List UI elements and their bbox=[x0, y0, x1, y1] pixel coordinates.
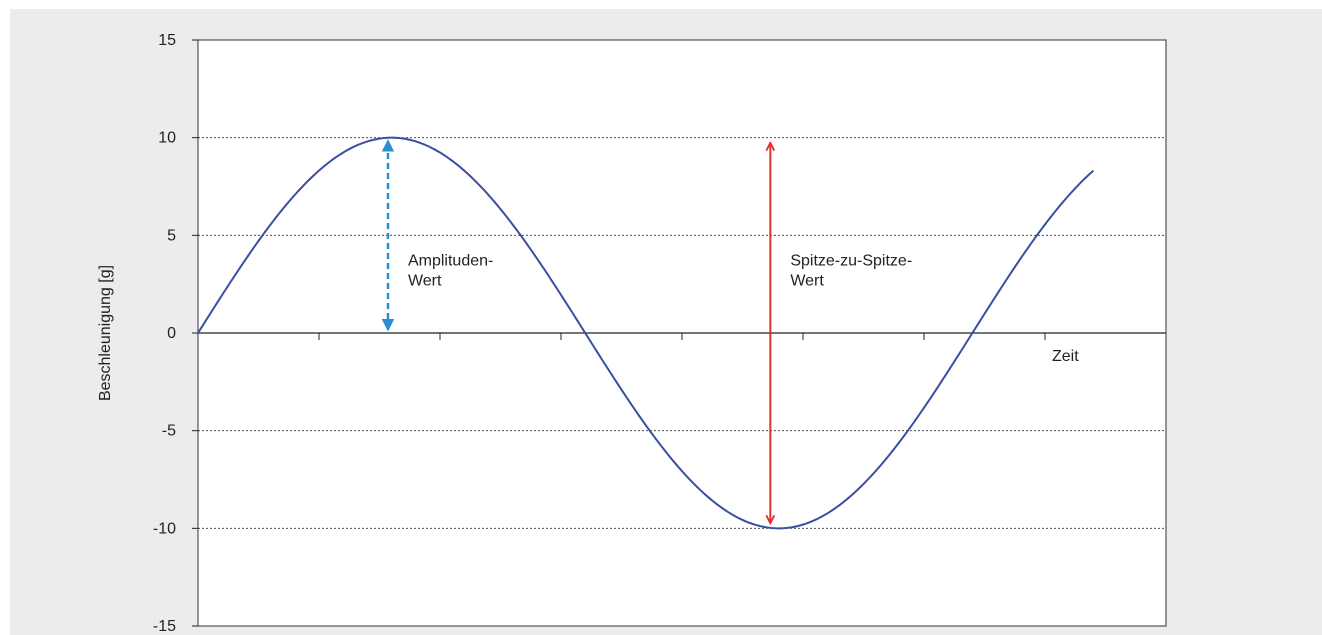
chart-panel: 15 10 5 0 -5 -10 -15 Amplituden- Wert Spitze-zu-… bbox=[10, 9, 1322, 635]
y-tick-label-2: 5 bbox=[167, 227, 176, 244]
axes: 15 10 5 0 -5 -10 -15 bbox=[153, 32, 1166, 635]
y-tick-label-0: 15 bbox=[158, 32, 176, 49]
y-tick-label-3: 0 bbox=[167, 325, 176, 342]
y-tick-label-1: 10 bbox=[158, 130, 176, 147]
chart-svg: 15 10 5 0 -5 -10 -15 Amplituden- Wert Spitze-zu-… bbox=[97, 32, 1167, 635]
y-axis-title: Beschleunigung [g] bbox=[97, 265, 114, 401]
x-axis-title: Zeit bbox=[1052, 348, 1079, 365]
y-tick-label-5: -10 bbox=[153, 520, 176, 537]
annotations: Amplituden- Wert Spitze-zu-Spitze- Wert bbox=[381, 139, 912, 523]
annotation-label-1-line1: Spitze-zu-Spitze- bbox=[790, 252, 912, 269]
grid-lines bbox=[198, 137, 1166, 529]
y-tick-label-4: -5 bbox=[162, 423, 176, 440]
series-line-0 bbox=[197, 136, 1095, 530]
annotation-label-0-line2: Wert bbox=[408, 272, 442, 289]
annotation-label-0-line1: Amplituden- bbox=[408, 252, 493, 269]
series bbox=[197, 136, 1095, 530]
annotation-label-1-line2: Wert bbox=[790, 272, 824, 289]
y-tick-label-6: -15 bbox=[153, 618, 176, 635]
